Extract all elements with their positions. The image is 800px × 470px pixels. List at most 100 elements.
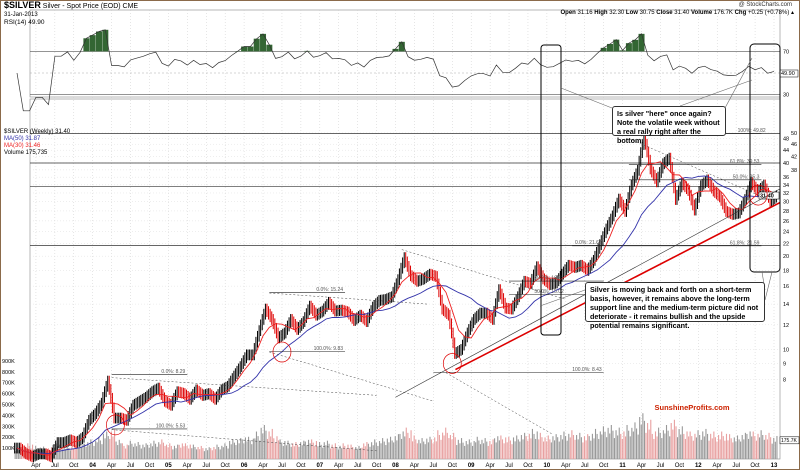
volume-bar (188, 448, 190, 459)
x-tick-label: Apr (183, 463, 192, 469)
volume-bar (364, 446, 366, 459)
volume-bar (703, 436, 705, 459)
volume-bar (386, 438, 388, 459)
volume-bar (454, 437, 456, 459)
x-tick-label: Jul (657, 463, 665, 469)
volume-bar (424, 444, 426, 459)
volume-bar (475, 442, 477, 459)
volume-bar (251, 444, 253, 459)
volume-last-badge (779, 436, 800, 445)
volume-bar (388, 442, 390, 459)
fib-label: 100.0%: 5.53 (156, 423, 186, 429)
volume-bar (520, 435, 522, 459)
volume-bar (768, 432, 770, 459)
volume-bar (360, 448, 362, 459)
volume-bar (645, 432, 647, 459)
volume-bar (265, 430, 267, 459)
volume-bar (233, 442, 235, 459)
volume-bar (673, 419, 675, 459)
volume-bar (331, 444, 333, 459)
volume-bar (664, 433, 666, 459)
x-tick-label: Oct (675, 463, 685, 469)
volume-bar (396, 440, 398, 459)
volume-tick-label: 900K (2, 359, 15, 365)
volume-bar (393, 442, 395, 459)
volume-bar (394, 436, 396, 459)
ma-fast-line (16, 161, 775, 456)
volume-bar (691, 436, 693, 459)
volume-bar (497, 436, 499, 459)
volume-bar (91, 442, 93, 459)
volume-bar (358, 445, 360, 459)
rsi-tick-label: 70 (783, 49, 789, 55)
volume-bar (509, 440, 511, 459)
trend-line-dashed (269, 351, 434, 402)
volume-bar (72, 448, 75, 459)
volume-bar (678, 429, 680, 459)
low-value: 30.75 (639, 10, 655, 16)
fib-label: 100.0%: 8.43 (572, 367, 602, 373)
volume-bar (487, 445, 489, 459)
volume-bar (121, 443, 123, 459)
x-tick-label: Apr (713, 463, 722, 469)
volume-bar (158, 442, 160, 459)
volume-bar (588, 436, 590, 459)
volume-bar (323, 442, 325, 459)
volume-bar (601, 434, 603, 459)
ma-slow-line (16, 175, 775, 455)
x-tick-label: Oct (372, 463, 382, 469)
volume-bar (460, 438, 463, 459)
volume-bar (740, 441, 742, 459)
volume-bar (596, 433, 598, 459)
volume-bar (449, 435, 451, 459)
volume-bar (752, 431, 754, 459)
volume-bar (87, 442, 89, 459)
volume-bar (732, 442, 734, 459)
volume-bar (82, 443, 84, 459)
x-tick-label: 12 (695, 463, 702, 469)
volume-bar (143, 447, 146, 459)
volume-bar (637, 434, 639, 459)
x-tick-label: Jul (202, 463, 210, 469)
volume-bar (653, 438, 655, 459)
rsi-overbought-fill (392, 48, 399, 52)
volume-bar (725, 433, 728, 459)
volume-bar (230, 444, 232, 459)
volume-bar (382, 438, 384, 459)
volume-bar (407, 432, 409, 459)
volume-bar (464, 445, 466, 459)
x-tick-label: Oct (448, 463, 458, 469)
volume-bar (404, 436, 406, 459)
trend-line-dashed (628, 138, 768, 200)
volume-bar (290, 446, 292, 459)
volume-bar (501, 439, 504, 459)
x-tick-label: 06 (241, 463, 248, 469)
volume-bar (125, 448, 127, 459)
volume-bar (582, 442, 584, 459)
price-tick-label: 8 (783, 377, 786, 383)
x-tick-label: 05 (165, 463, 172, 469)
volume-bar (533, 433, 535, 459)
volume-bar (676, 437, 679, 459)
volume-bar (137, 441, 139, 459)
volume-bar (178, 444, 180, 459)
volume-bar (408, 438, 411, 459)
volume-bar (63, 445, 65, 459)
volume-bar (774, 441, 776, 459)
close-label: Close (656, 10, 673, 16)
volume-bar (659, 432, 661, 459)
volume-bar (282, 445, 284, 459)
volume-bar (134, 443, 136, 459)
volume-bar (88, 445, 90, 459)
volume-bar (104, 438, 106, 459)
volume-bar (413, 435, 415, 459)
volume-bar (229, 441, 231, 459)
volume-bar (208, 447, 210, 459)
volume-bar (315, 441, 317, 459)
volume-bar (405, 427, 407, 459)
x-tick-label: Apr (485, 463, 494, 469)
volume-bar (462, 442, 464, 459)
volume-bar (377, 445, 379, 459)
volume-bar (500, 435, 502, 459)
volume-bar (232, 439, 234, 459)
